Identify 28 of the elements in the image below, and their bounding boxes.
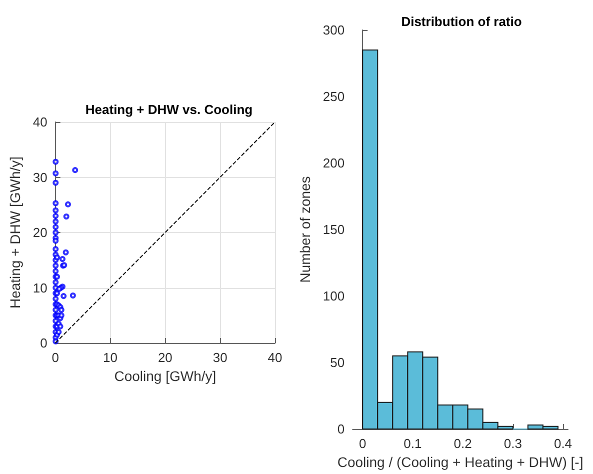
x-tick-label: 0.1 <box>404 436 422 451</box>
y-tick-label: 200 <box>322 156 345 170</box>
y-axis-title: Number of zones <box>297 176 313 283</box>
y-tick-label: 50 <box>330 355 345 370</box>
x-axis-title: Cooling [GWh/y] <box>114 368 216 384</box>
x-axis-title: Cooling / (Cooling + Heating + DHW) [-] <box>337 454 584 470</box>
x-tick-label: 40 <box>268 350 282 365</box>
y-tick-label: 250 <box>322 89 345 104</box>
y-tick-label: 300 <box>322 22 345 38</box>
x-tick-label: 0 <box>52 350 59 365</box>
y-axis-title: Heating + DHW [GWh/y] <box>7 156 23 309</box>
x-tick-label: 0.3 <box>504 436 522 451</box>
y-tick-label: 150 <box>322 222 345 237</box>
y-tick-label: 0 <box>40 336 48 350</box>
chart-title: Distribution of ratio <box>401 14 522 29</box>
x-tick-label: 0 <box>358 436 366 451</box>
x-tick-label: 20 <box>158 350 172 365</box>
x-tick-label: 10 <box>103 350 118 365</box>
chart-title: Heating + DHW vs. Cooling <box>85 102 253 117</box>
y-tick-label: 100 <box>322 288 345 304</box>
x-tick-label: 30 <box>212 350 228 365</box>
x-tick-label: 0.4 <box>554 436 572 451</box>
y-tick-label: 30 <box>32 170 48 185</box>
y-tick-label: 10 <box>32 280 48 296</box>
x-tick-label: 0.2 <box>454 436 472 451</box>
y-tick-label: 40 <box>32 114 48 130</box>
y-tick-label: 0 <box>337 422 345 436</box>
y-tick-label: 20 <box>32 225 48 240</box>
